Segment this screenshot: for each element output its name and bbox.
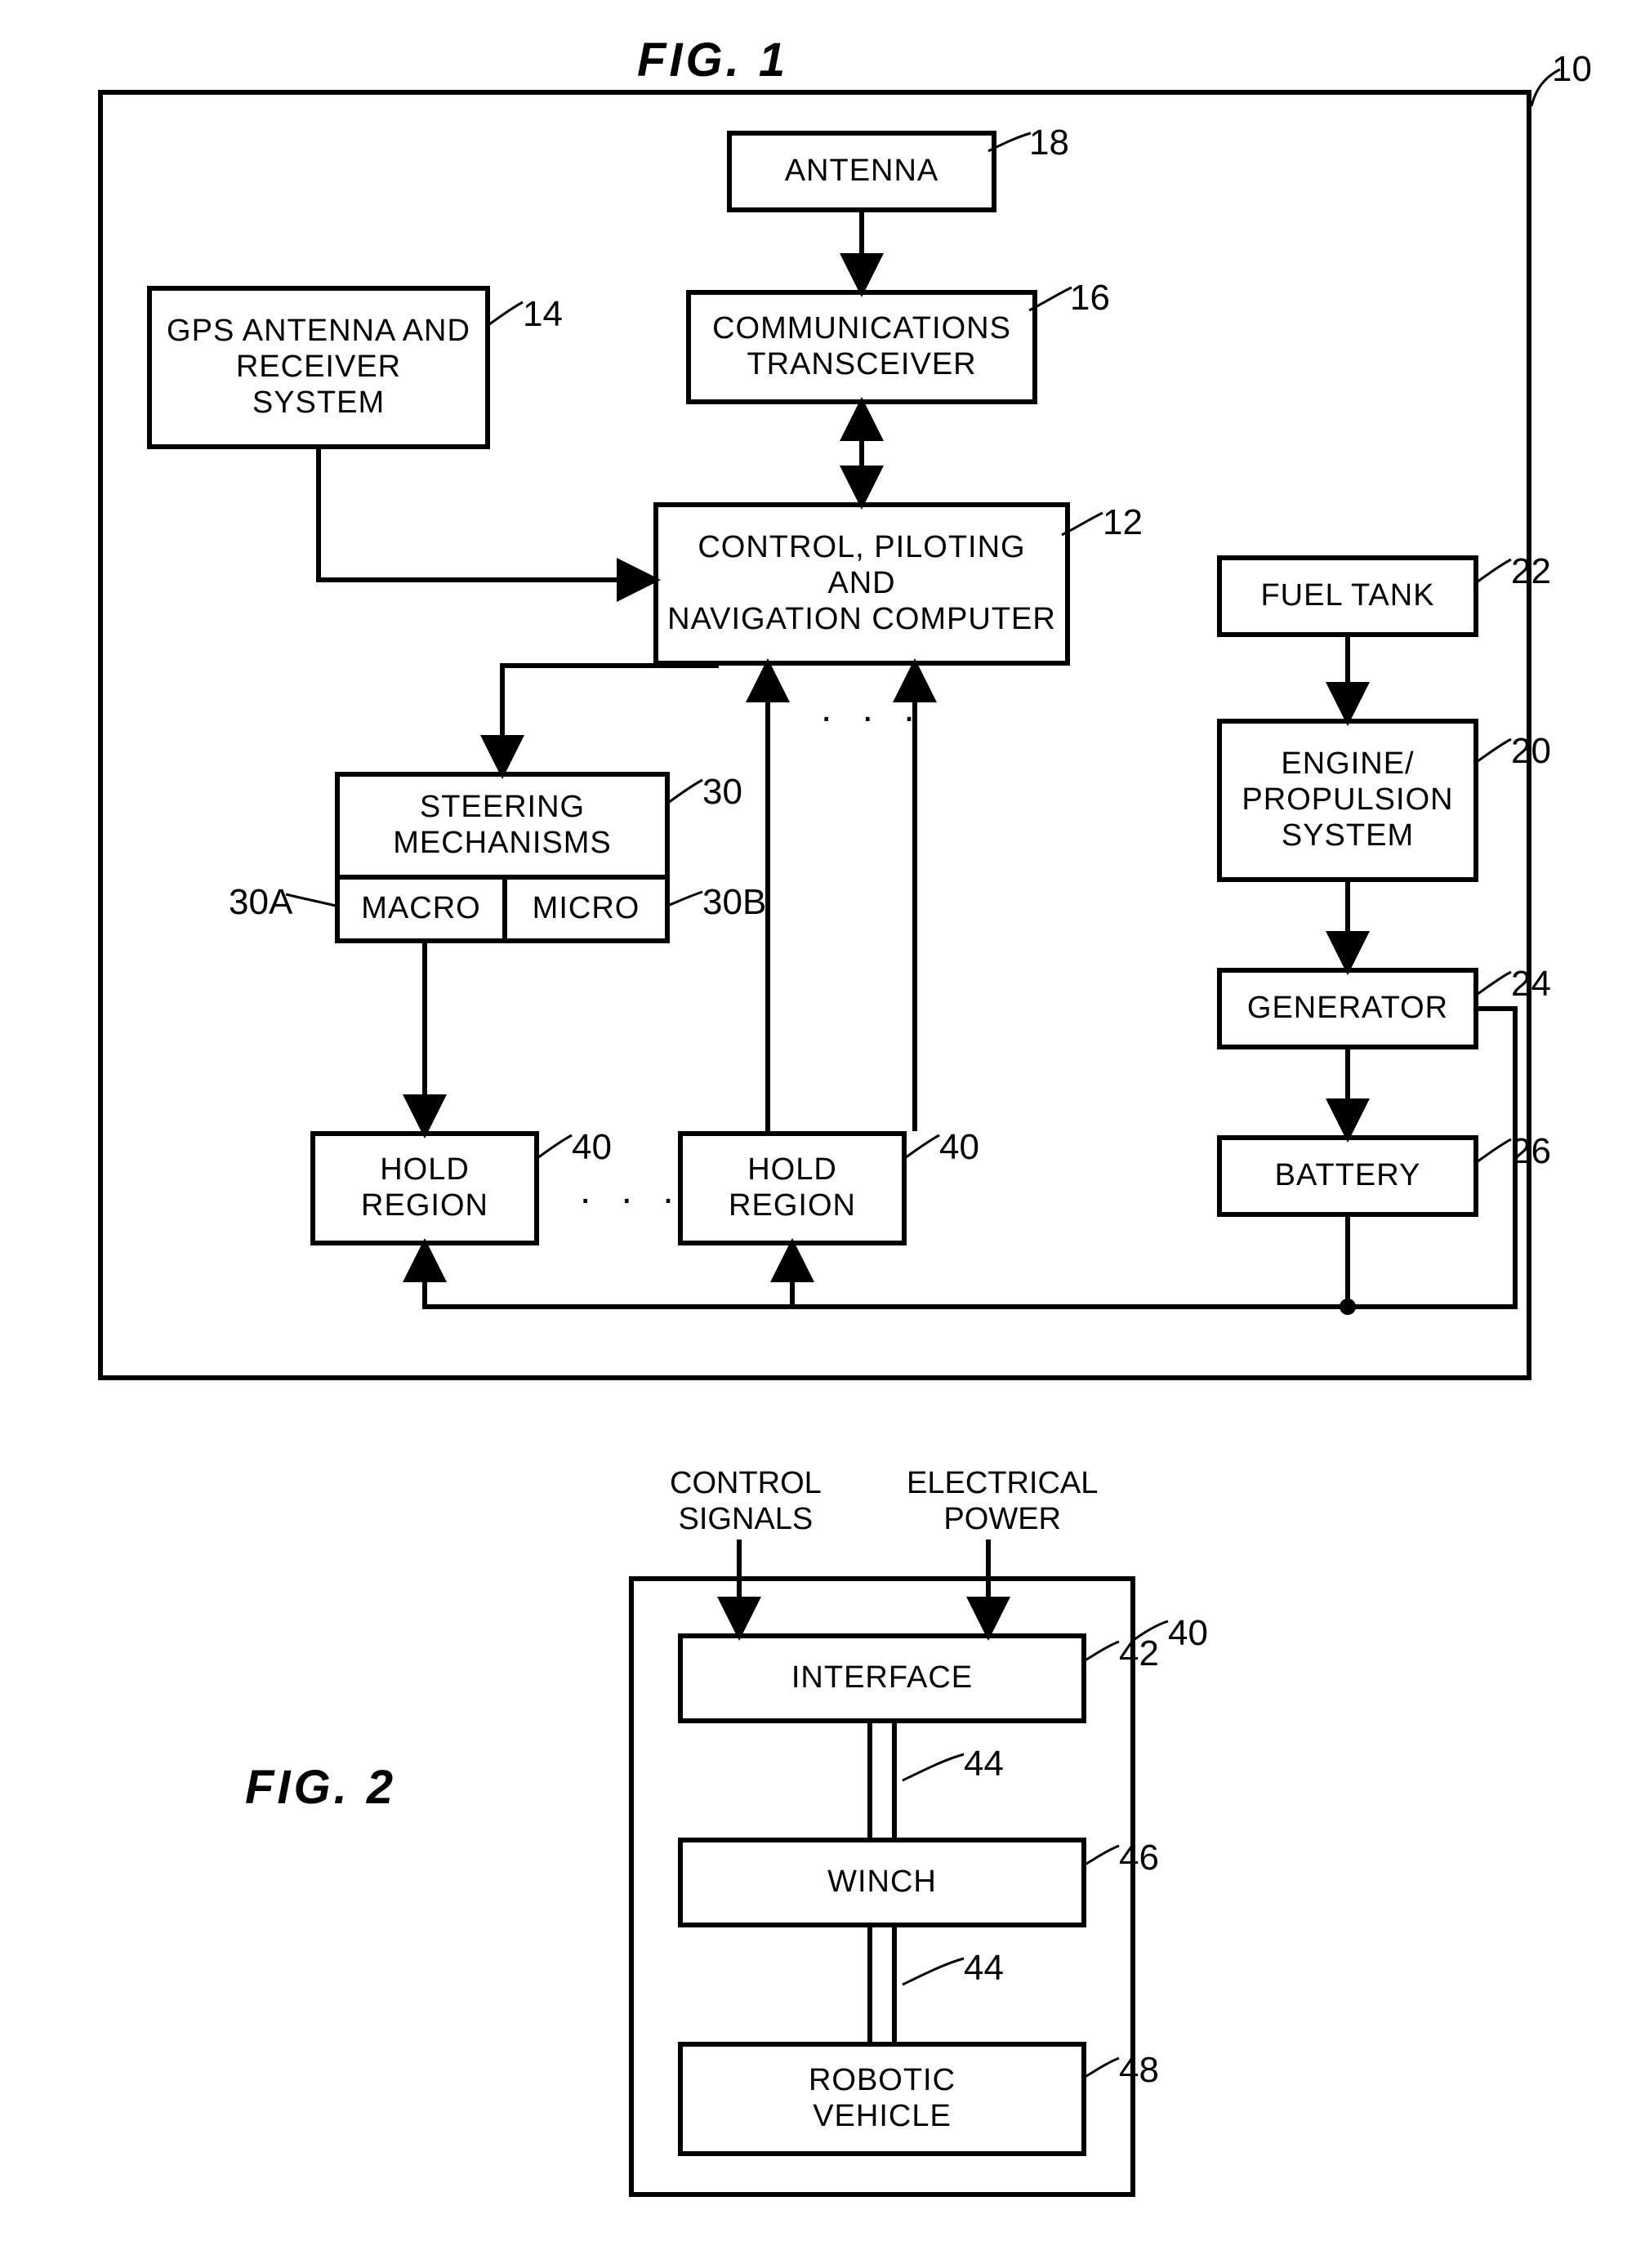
ref-30a: 30A [229,882,292,923]
box-fuel-text: FUEL TANK [1260,578,1434,614]
box-gps-text: GPS ANTENNA AND RECEIVER SYSTEM [167,314,470,421]
ref-14: 14 [523,294,563,335]
box-cpu: CONTROL, PILOTING AND NAVIGATION COMPUTE… [653,502,1070,666]
box-steering: STEERING MECHANISMS MACRO MICRO [335,772,670,943]
box-gen-text: GENERATOR [1247,991,1448,1027]
steering-top: STEERING MECHANISMS [340,777,665,875]
box-interface-text: INTERFACE [791,1660,973,1696]
box-batt-text: BATTERY [1275,1158,1421,1194]
ref-40-hold1: 40 [572,1127,612,1168]
ref-30: 30 [702,772,742,813]
ref-44a: 44 [964,1744,1004,1785]
label-electrical-power: ELECTRICAL POWER [907,1466,1098,1537]
box-hold-region-1: HOLD REGION [310,1131,539,1245]
ref-48: 48 [1119,2050,1159,2091]
box-engine-text: ENGINE/ PROPULSION SYSTEM [1242,746,1453,853]
box-battery: BATTERY [1217,1135,1478,1217]
ref-10: 10 [1552,49,1592,90]
ref-16: 16 [1070,278,1110,319]
ref-26: 26 [1511,1131,1551,1172]
cpu-ellipsis: . . . [821,686,925,731]
box-antenna-text: ANTENNA [785,154,939,189]
box-cpu-text: CONTROL, PILOTING AND NAVIGATION COMPUTE… [667,530,1056,637]
box-antenna: ANTENNA [727,131,996,212]
box-hold-region-2: HOLD REGION [678,1131,907,1245]
steering-micro: MICRO [507,880,665,938]
ref-42: 42 [1119,1633,1159,1674]
ref-18: 18 [1029,123,1069,163]
box-rov-text: ROBOTIC VEHICLE [809,2063,956,2134]
box-winch-text: WINCH [827,1865,937,1900]
page: FIG. 1 10 ANTENNA COMMUNICATIONS TRANSCE… [0,0,1645,2268]
ref-46: 46 [1119,1838,1159,1878]
box-hold2-text: HOLD REGION [729,1152,856,1223]
fig2-title: FIG. 2 [245,1760,396,1815]
box-gps: GPS ANTENNA AND RECEIVER SYSTEM [147,286,490,449]
box-fuel-tank: FUEL TANK [1217,555,1478,637]
steering-macro: MACRO [340,880,502,938]
box-generator: GENERATOR [1217,968,1478,1049]
box-comm-transceiver: COMMUNICATIONS TRANSCEIVER [686,290,1037,404]
fig1-title: FIG. 1 [637,33,788,87]
box-robotic-vehicle: ROBOTIC VEHICLE [678,2042,1086,2156]
ref-20: 20 [1511,731,1551,772]
hold-ellipsis: . . . [580,1168,684,1213]
box-winch: WINCH [678,1838,1086,1927]
box-interface: INTERFACE [678,1633,1086,1723]
ref-24: 24 [1511,964,1551,1005]
ref-44b: 44 [964,1948,1004,1989]
ref-22: 22 [1511,551,1551,592]
box-hold1-text: HOLD REGION [361,1152,488,1223]
ref-40-hold2: 40 [939,1127,979,1168]
box-comm-text: COMMUNICATIONS TRANSCEIVER [712,311,1011,382]
box-engine: ENGINE/ PROPULSION SYSTEM [1217,719,1478,882]
ref-30b: 30B [702,882,766,923]
ref-40-fig2: 40 [1168,1613,1208,1654]
label-control-signals: CONTROL SIGNALS [670,1466,822,1537]
ref-12: 12 [1103,502,1143,543]
